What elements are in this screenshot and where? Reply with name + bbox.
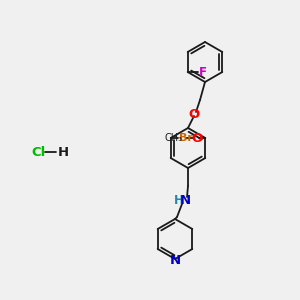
Text: Cl: Cl (31, 146, 45, 158)
Text: CH₃: CH₃ (164, 133, 182, 143)
Text: Br: Br (179, 133, 193, 143)
Text: O: O (192, 131, 203, 145)
Text: N: N (179, 194, 191, 206)
Text: F: F (199, 65, 207, 79)
Text: H: H (174, 194, 184, 206)
Text: H: H (57, 146, 69, 158)
Text: O: O (188, 107, 200, 121)
Text: N: N (169, 254, 181, 268)
